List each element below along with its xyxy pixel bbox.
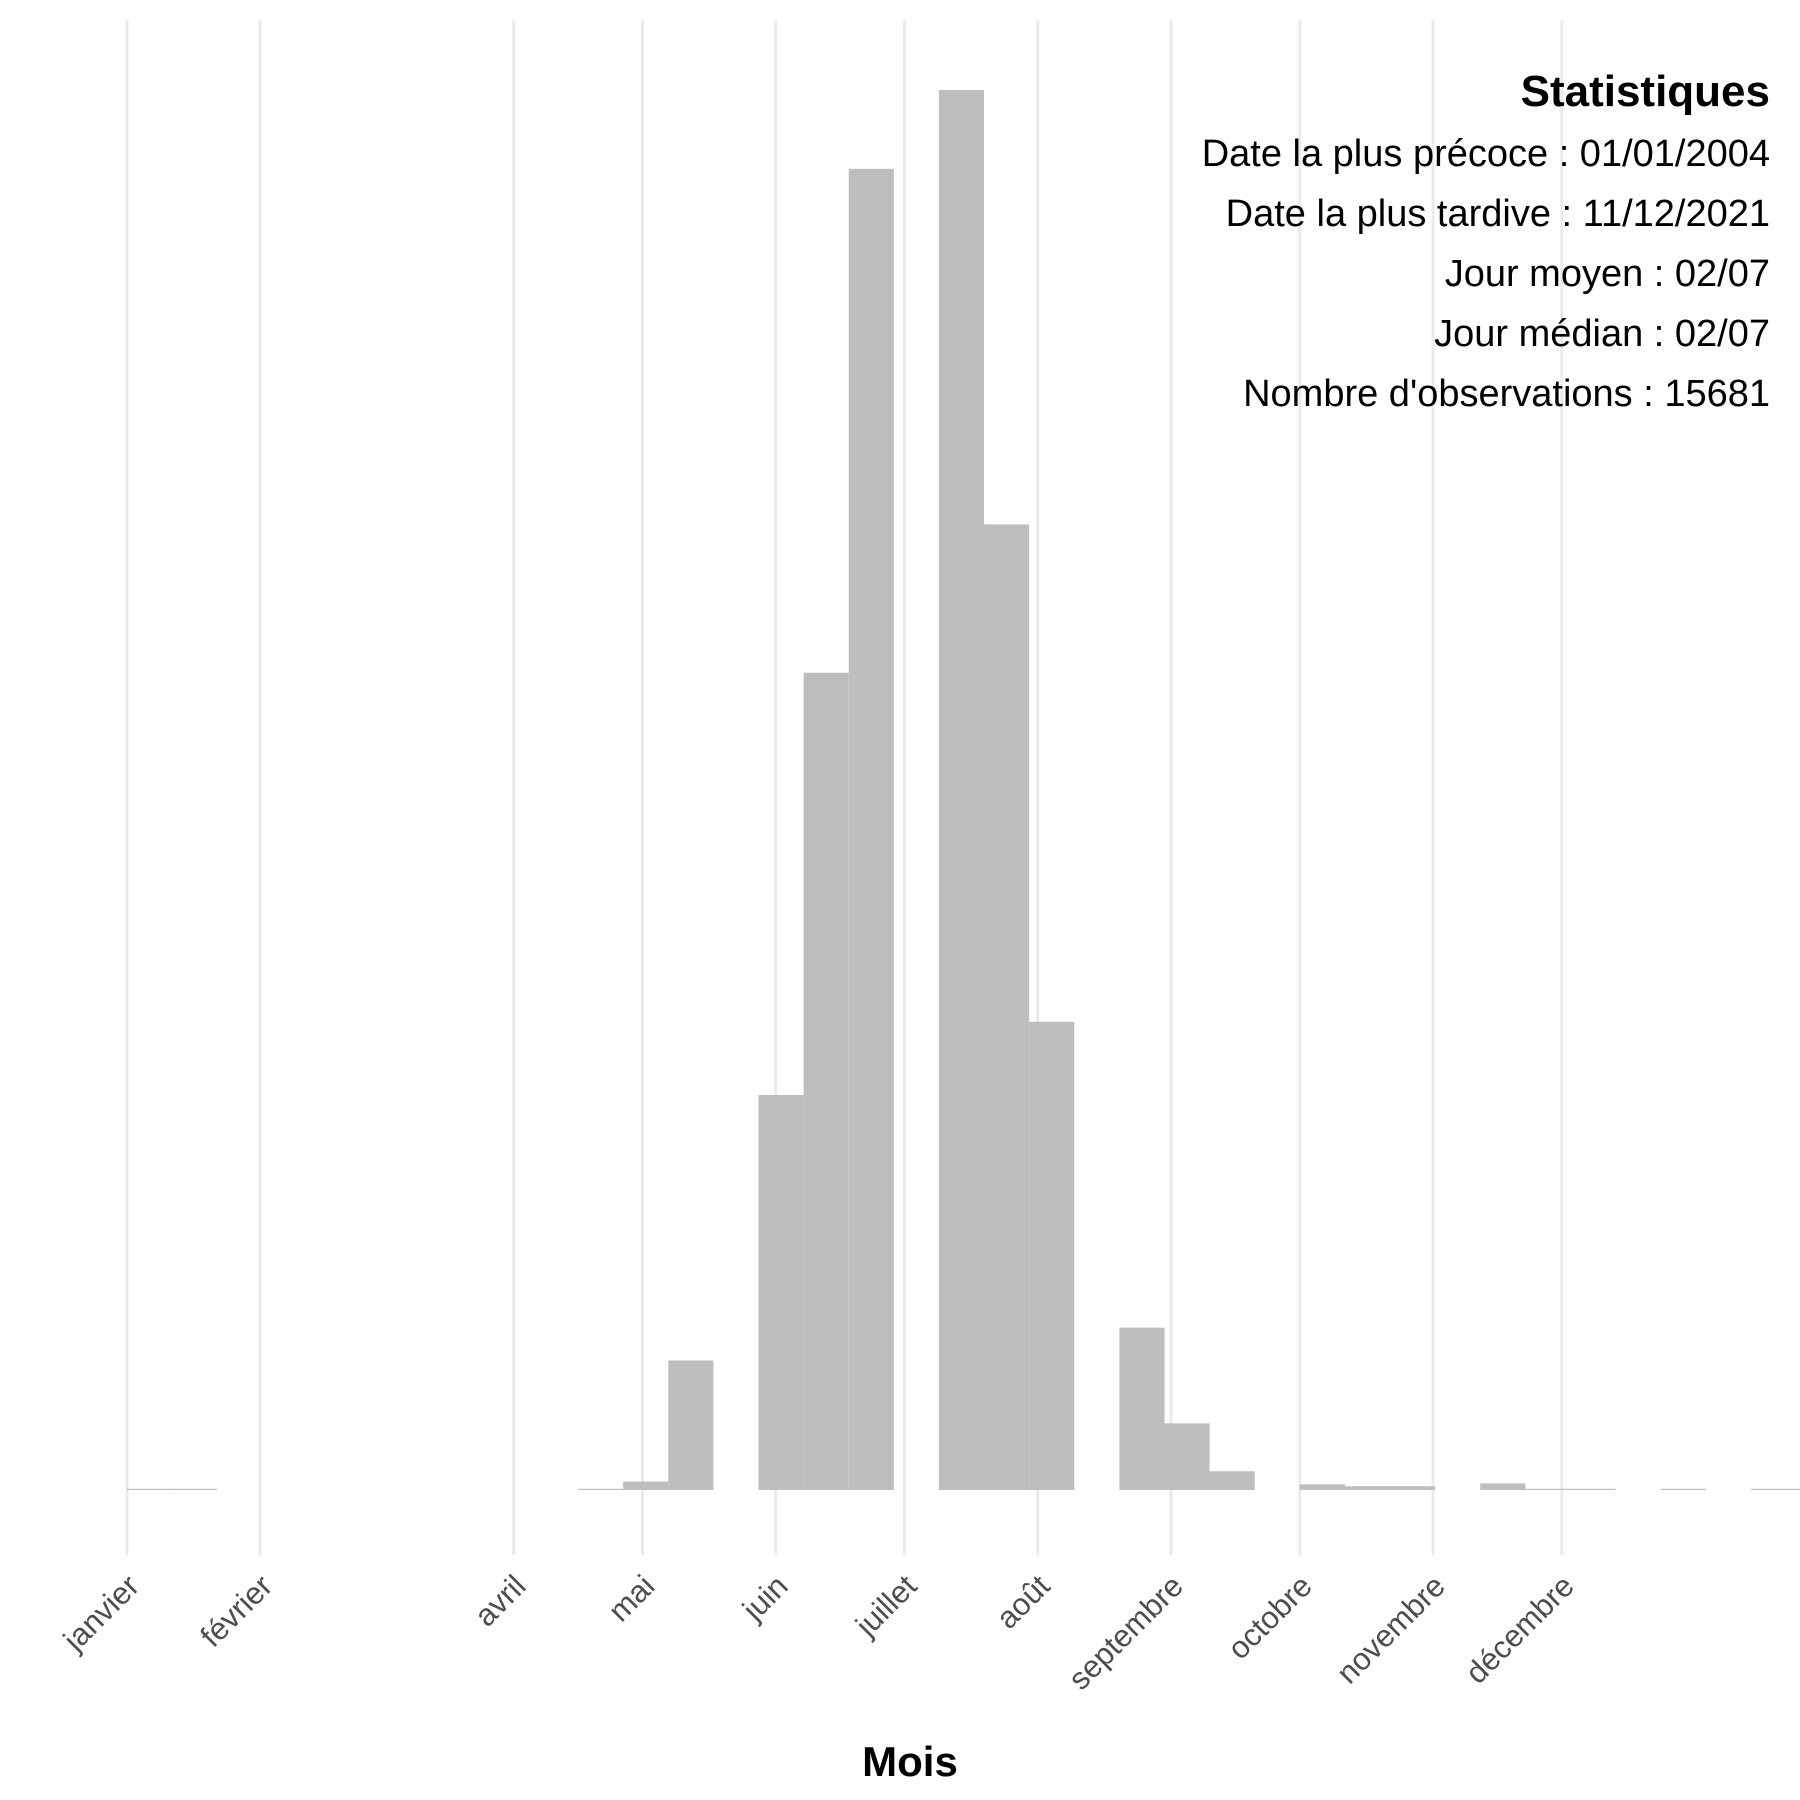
x-axis-title: Mois <box>862 1738 958 1785</box>
bar-6 <box>758 1094 804 1490</box>
x-tick-label-4: juin <box>735 1568 795 1628</box>
x-tick-label-10: décembre <box>1459 1568 1581 1690</box>
bar-15 <box>1164 1423 1210 1490</box>
bar-1 <box>172 1488 218 1490</box>
bar-20 <box>1390 1486 1436 1490</box>
bar-8 <box>848 168 894 1491</box>
bar-7 <box>803 672 849 1490</box>
stats-latest-date: Date la plus tardive : 11/12/2021 <box>1226 193 1770 235</box>
bar-3 <box>623 1481 669 1490</box>
bar-23 <box>1525 1488 1571 1490</box>
stats-median-day: Jour médian : 02/07 <box>1434 313 1770 355</box>
bar-24 <box>1570 1488 1616 1490</box>
bar-11 <box>984 524 1030 1490</box>
stats-observation-count: Nombre d'observations : 15681 <box>1243 373 1770 415</box>
x-tick-labels: janvier février avril mai juin juillet août sep… <box>56 1568 1581 1697</box>
bar-0 <box>127 1488 173 1490</box>
stats-title: Statistiques <box>1521 67 1770 116</box>
x-tick-label-8: octobre <box>1221 1568 1319 1666</box>
bar-10 <box>938 90 985 1490</box>
bar-22 <box>1480 1483 1526 1490</box>
bar-4 <box>668 1360 714 1490</box>
bar-12 <box>1029 1021 1075 1490</box>
x-tick-label-9: novembre <box>1330 1568 1452 1690</box>
bar-26 <box>1660 1488 1706 1490</box>
bar-14 <box>1119 1327 1165 1490</box>
stats-box: Statistiques Date la plus précoce : 01/0… <box>1202 67 1770 415</box>
x-tick-label-6: août <box>989 1568 1057 1636</box>
x-tick-label-0: janvier <box>56 1568 146 1658</box>
stats-mean-day: Jour moyen : 02/07 <box>1445 253 1770 295</box>
bar-28 <box>1795 1488 1800 1490</box>
bar-19 <box>1344 1486 1391 1490</box>
x-tick-label-1: février <box>193 1568 279 1654</box>
x-tick-label-7: septembre <box>1062 1568 1190 1696</box>
bar-2 <box>578 1488 624 1490</box>
x-tick-label-5: juillet <box>848 1568 924 1644</box>
bar-18 <box>1299 1484 1345 1490</box>
bars <box>127 90 1800 1491</box>
bar-27 <box>1750 1488 1796 1490</box>
bar-16 <box>1209 1471 1255 1490</box>
x-tick-label-3: mai <box>601 1568 661 1628</box>
stats-earliest-date: Date la plus précoce : 01/01/2004 <box>1202 133 1770 175</box>
x-tick-label-2: avril <box>468 1568 533 1633</box>
grid-lines <box>125 20 1564 1555</box>
